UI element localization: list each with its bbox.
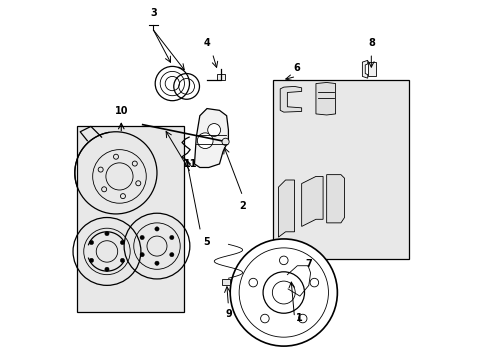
Circle shape [263, 272, 304, 313]
Polygon shape [315, 82, 335, 115]
Text: 4: 4 [203, 38, 210, 48]
Bar [222, 279, 229, 285]
Circle shape [140, 252, 144, 257]
Polygon shape [280, 86, 301, 112]
Circle shape [93, 150, 146, 203]
Circle shape [120, 240, 124, 245]
Circle shape [140, 235, 144, 240]
Circle shape [197, 133, 213, 149]
Circle shape [230, 239, 337, 346]
Polygon shape [301, 176, 323, 226]
Circle shape [222, 138, 229, 145]
Bar [217, 74, 224, 80]
Text: 6: 6 [292, 63, 299, 73]
Bar [272, 80, 408, 258]
Circle shape [89, 240, 94, 245]
Circle shape [169, 235, 174, 240]
Text: 1: 1 [296, 312, 303, 323]
Text: 9: 9 [224, 309, 231, 319]
Circle shape [89, 258, 94, 262]
Bar [77, 126, 183, 312]
Circle shape [207, 123, 220, 136]
Polygon shape [326, 175, 344, 223]
Text: 8: 8 [367, 38, 374, 48]
Text: 7: 7 [305, 258, 311, 269]
Circle shape [155, 227, 159, 231]
Circle shape [104, 267, 109, 271]
Text: 2: 2 [239, 202, 245, 211]
Text: 10: 10 [114, 106, 128, 116]
Bar [367, 62, 376, 76]
Circle shape [155, 261, 159, 265]
Polygon shape [362, 60, 367, 78]
Polygon shape [278, 180, 294, 237]
Text: 3: 3 [150, 8, 157, 18]
Text: 5: 5 [203, 237, 210, 247]
Circle shape [169, 252, 174, 257]
Circle shape [104, 231, 109, 236]
Circle shape [120, 258, 124, 262]
Polygon shape [194, 109, 228, 167]
Text: 11: 11 [184, 159, 197, 169]
